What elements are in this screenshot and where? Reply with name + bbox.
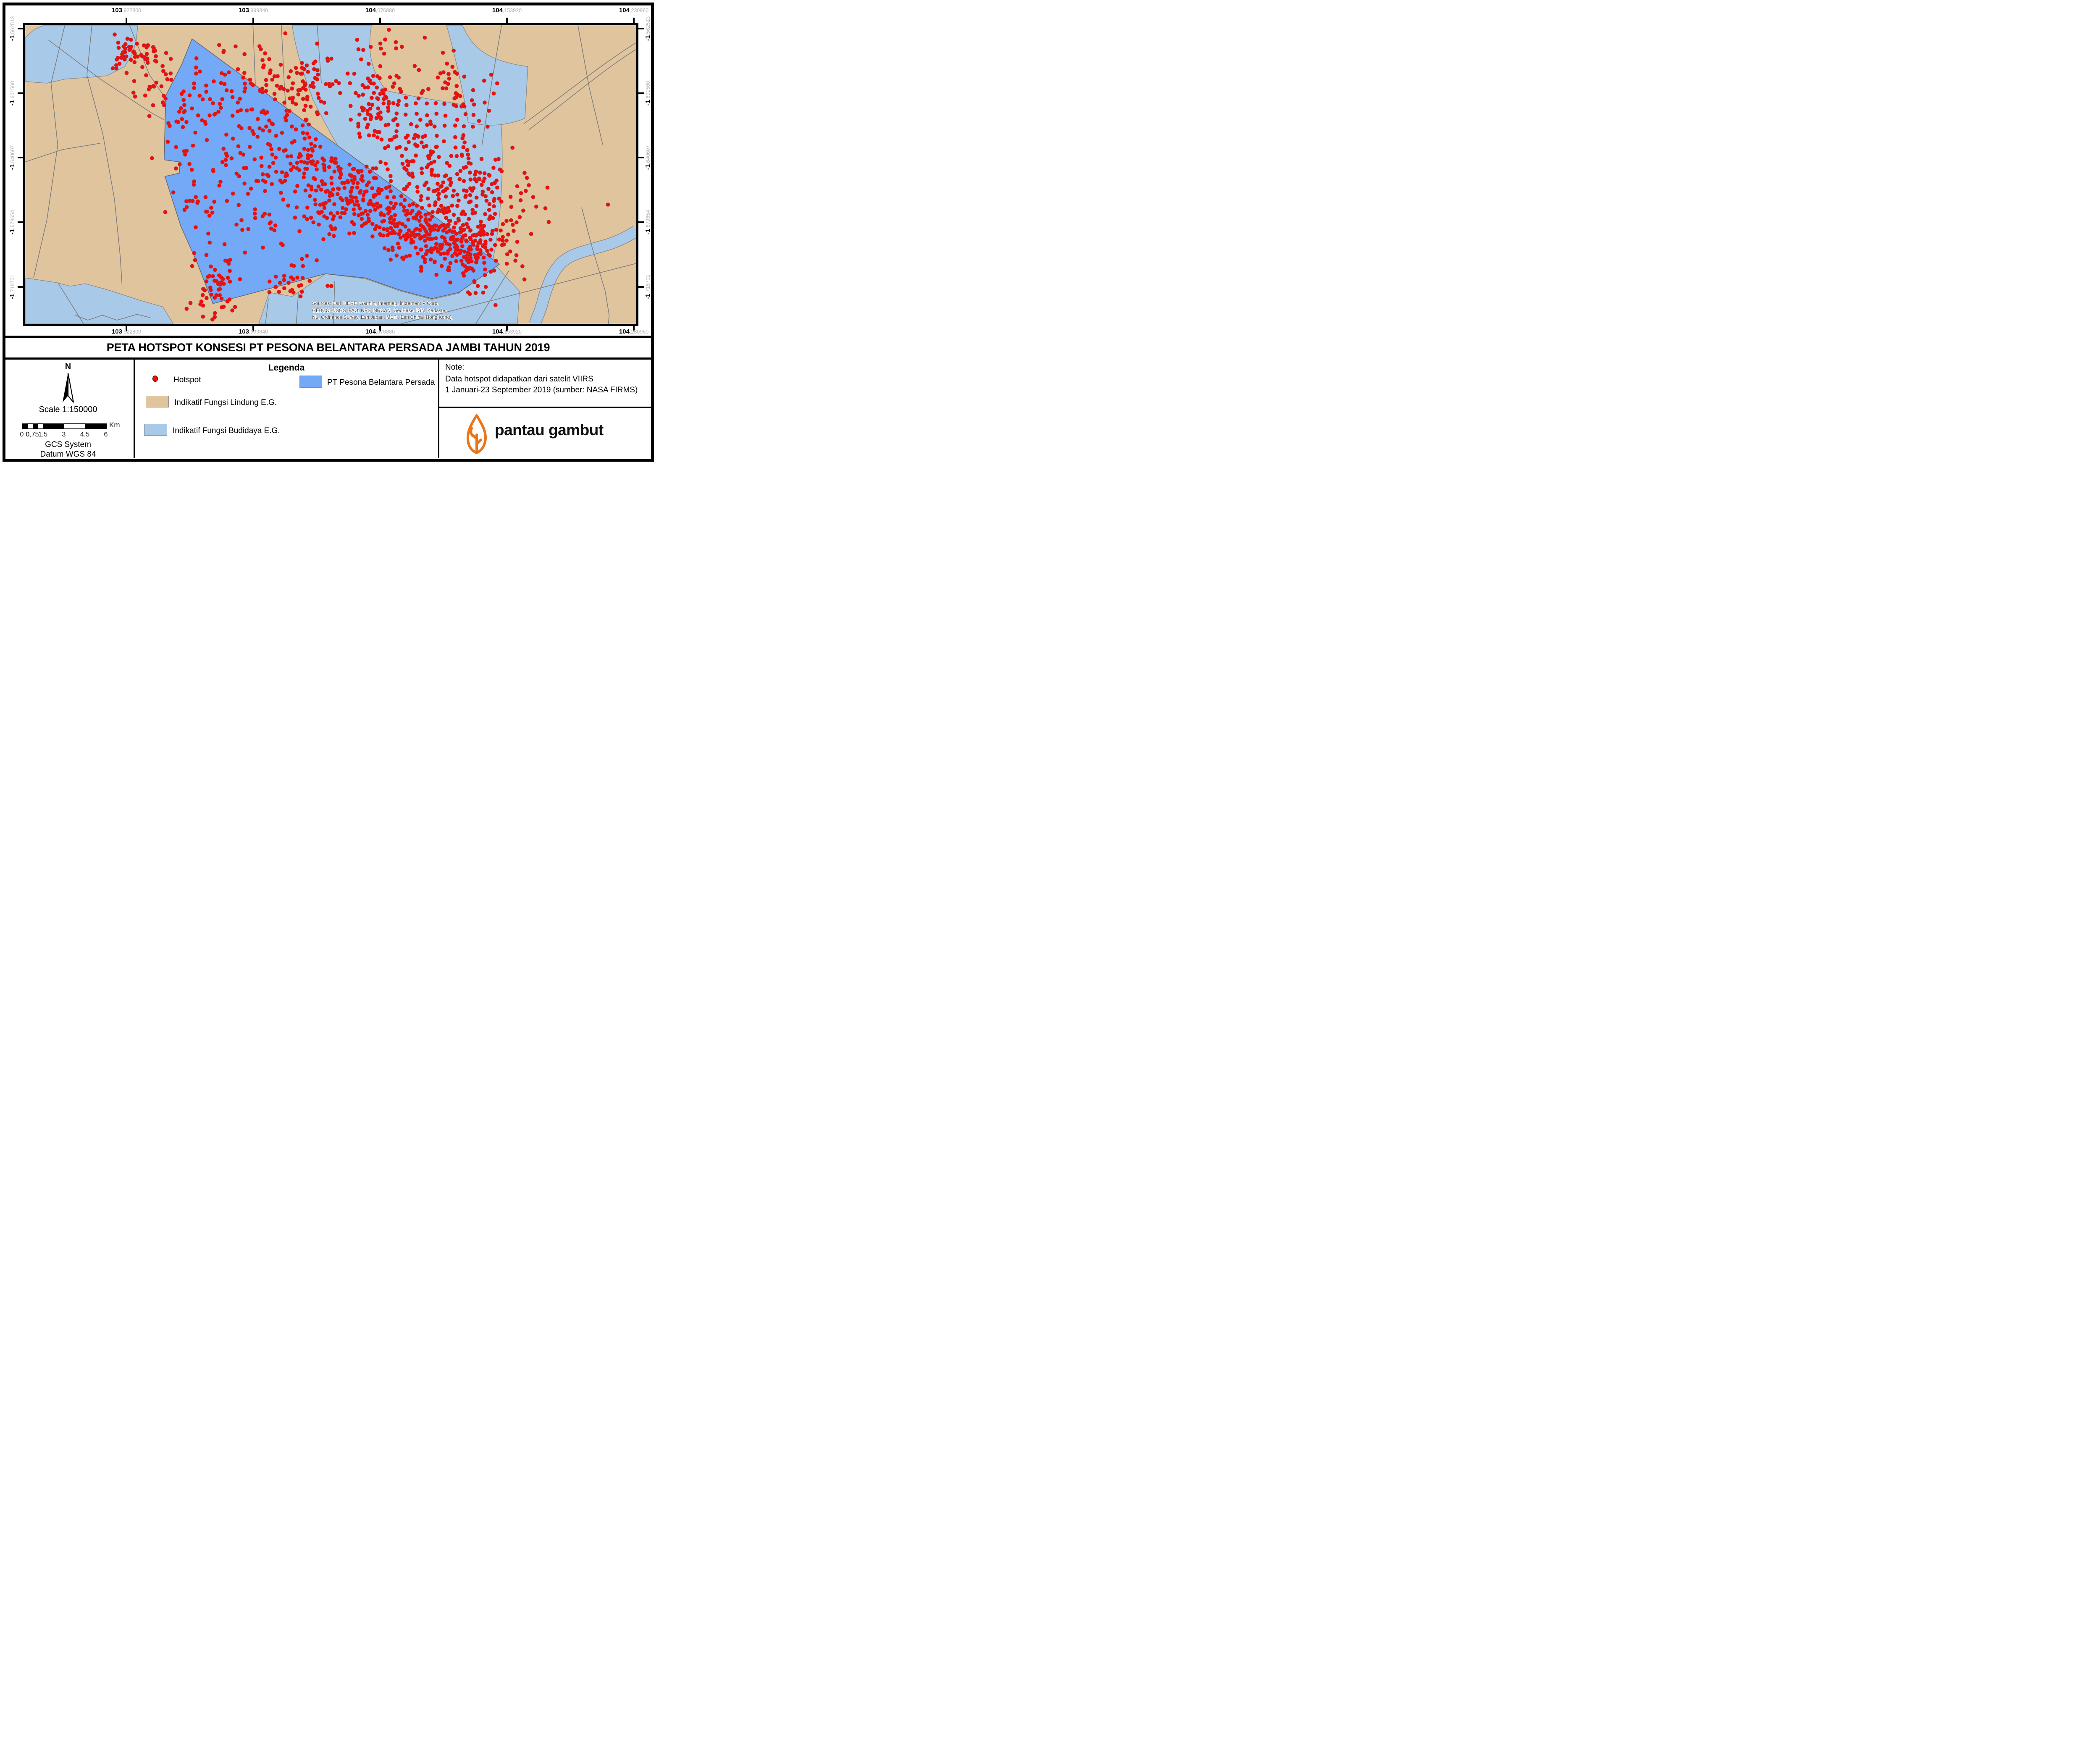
y-tick-label: -1,562513 bbox=[644, 16, 651, 41]
x-tick-mark bbox=[126, 18, 127, 23]
y-tick-label: -1,679654 bbox=[644, 210, 651, 235]
scale-bar-segment bbox=[38, 424, 43, 428]
legend-concession-label: PT Pesona Belantara Persada bbox=[327, 378, 435, 387]
note-title: Note: bbox=[445, 363, 465, 372]
scale-km-label: Km bbox=[109, 421, 120, 429]
x-tick-label: 103,999840 bbox=[238, 7, 268, 14]
legend-budidaya-swatch bbox=[144, 424, 167, 436]
x-tick-label: 104,153920 bbox=[492, 7, 522, 14]
scale-bar-tick-label: 0 bbox=[20, 431, 24, 438]
y-tick-mark bbox=[18, 28, 23, 29]
panel-scale: N Scale 1:150000 Km 0 0,75 1,5 3 4,5 6 GCS Sy… bbox=[3, 360, 135, 459]
x-tick-label: 104,076880 bbox=[365, 328, 395, 335]
x-tick-mark bbox=[379, 326, 381, 331]
scale-bar-segment bbox=[33, 424, 38, 428]
page-title: PETA HOTSPOT KONSESI PT PESONA BELANTARA… bbox=[106, 341, 550, 354]
y-tick-mark bbox=[638, 92, 644, 94]
y-tick-mark bbox=[18, 92, 23, 94]
x-tick-mark bbox=[126, 326, 127, 331]
note-line: Data hotspot didapatkan dari satelit VII… bbox=[445, 375, 593, 384]
map-sheet: Sources: Esri, HERE, Garmin, Intermap, i… bbox=[0, 0, 656, 464]
y-tick-mark bbox=[18, 221, 23, 223]
y-tick-mark bbox=[638, 286, 644, 288]
attribution-line: GEBCO, USGS, FAO, NPS, NRCAN, GeoBase, I… bbox=[312, 308, 447, 313]
panel-note: Note: Data hotspot didapatkan dari satel… bbox=[439, 360, 654, 408]
y-tick-label: -1,562513 bbox=[9, 16, 16, 41]
x-tick-mark bbox=[506, 326, 508, 331]
scale-bar-labels: 0 0,75 1,5 3 4,5 6 bbox=[20, 431, 108, 438]
scale-bar-tick-label: 4,5 bbox=[80, 431, 90, 438]
x-tick-label: 104,230960 bbox=[619, 7, 649, 14]
y-tick-mark bbox=[18, 286, 23, 288]
y-tick-label: -1,601560 bbox=[9, 81, 16, 106]
parcel-boundaries bbox=[25, 25, 636, 324]
x-tick-mark bbox=[633, 326, 635, 331]
panel-legend: Legenda Hotspot PT Pesona Belantara Pers… bbox=[135, 360, 439, 458]
north-label: N bbox=[65, 362, 71, 371]
scale-bar-tick-label: 3 bbox=[62, 431, 66, 438]
datum-text: Datum WGS 84 bbox=[40, 450, 96, 459]
scale-bar-tick-label: 0,75 bbox=[26, 431, 39, 438]
hotspot-layer bbox=[110, 27, 610, 322]
y-tick-mark bbox=[638, 221, 644, 223]
y-tick-mark bbox=[638, 28, 644, 29]
x-tick-label: 103,999840 bbox=[238, 328, 268, 335]
legend-hotspot-icon bbox=[152, 376, 158, 382]
scale-bar-segment bbox=[22, 424, 28, 428]
x-tick-mark bbox=[252, 18, 254, 23]
river-water bbox=[530, 226, 636, 324]
y-tick-label: -1,679654 bbox=[9, 210, 16, 235]
pantau-gambut-logo-text: pantau gambut bbox=[495, 421, 604, 439]
x-tick-mark bbox=[252, 326, 254, 331]
scale-bar-tick-label: 6 bbox=[104, 431, 108, 438]
legend-title: Legenda bbox=[268, 363, 305, 373]
attribution-line: Sources: Esri, HERE, Garmin, Intermap, i… bbox=[312, 301, 440, 306]
y-tick-label: -1,640607 bbox=[9, 145, 16, 170]
scale-text: Scale 1:150000 bbox=[39, 405, 97, 414]
y-tick-label: -1,718701 bbox=[9, 274, 16, 300]
y-tick-mark bbox=[18, 157, 23, 158]
attribution-line: NL, Ordnance Survey, Esri Japan, METI, E… bbox=[312, 315, 453, 321]
y-tick-label: -1,718701 bbox=[644, 274, 651, 300]
north-arrow-icon bbox=[63, 373, 74, 403]
map-title-band: PETA HOTSPOT KONSESI PT PESONA BELANTARA… bbox=[3, 336, 654, 360]
legend-lindung-swatch bbox=[146, 396, 169, 407]
x-tick-label: 104,153920 bbox=[492, 328, 522, 335]
x-tick-label: 104,076880 bbox=[365, 7, 395, 14]
x-tick-mark bbox=[506, 18, 508, 23]
x-tick-label: 103,922800 bbox=[111, 7, 142, 14]
note-line: 1 Januari-23 September 2019 (sumber: NAS… bbox=[445, 386, 638, 394]
x-tick-label: 104,230960 bbox=[619, 328, 649, 335]
legend-concession-swatch bbox=[299, 376, 322, 388]
scale-bar bbox=[22, 423, 107, 429]
scale-bar-segment bbox=[64, 424, 85, 428]
scale-bar-segment bbox=[43, 424, 64, 428]
panel-logo: pantau gambut bbox=[439, 408, 654, 458]
y-tick-label: -1,601560 bbox=[644, 81, 651, 106]
pantau-gambut-flame-icon bbox=[466, 414, 487, 454]
legend-lindung-label: Indikatif Fungsi Lindung E.G. bbox=[174, 398, 277, 407]
x-tick-mark bbox=[633, 18, 635, 23]
y-tick-label: -1,640607 bbox=[644, 145, 651, 170]
scale-bar-segment bbox=[85, 424, 106, 428]
x-tick-mark bbox=[379, 18, 381, 23]
map-graphic bbox=[25, 25, 636, 324]
map-attribution: Sources: Esri, HERE, Garmin, Intermap, i… bbox=[312, 300, 453, 321]
map-canvas[interactable]: Sources: Esri, HERE, Garmin, Intermap, i… bbox=[23, 23, 638, 326]
scale-bar-tick-label: 1,5 bbox=[38, 431, 48, 438]
scale-bar-segment bbox=[27, 424, 33, 428]
gcs-text: GCS System bbox=[45, 440, 91, 449]
y-tick-mark bbox=[638, 157, 644, 158]
legend-budidaya-label: Indikatif Fungsi Budidaya E.G. bbox=[173, 426, 280, 435]
x-tick-label: 103,922800 bbox=[111, 328, 142, 335]
legend-hotspot-label: Hotspot bbox=[173, 376, 201, 384]
